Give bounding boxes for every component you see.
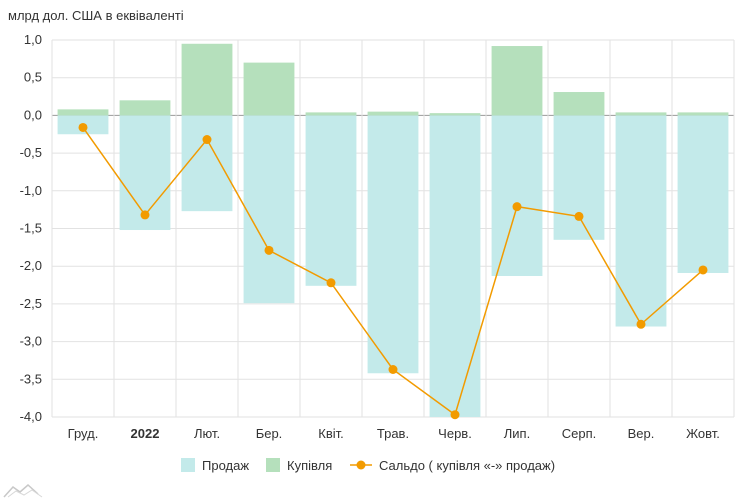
balance-point-8[interactable] xyxy=(574,211,584,221)
legend-item-0[interactable]: Продаж xyxy=(181,458,249,473)
y-tick-label: -2,5 xyxy=(20,296,42,311)
x-tick-label: Лют. xyxy=(194,426,220,441)
balance-point-5[interactable] xyxy=(388,364,398,374)
y-tick-label: -0,5 xyxy=(20,145,42,160)
legend-swatch xyxy=(266,458,280,472)
bars xyxy=(57,43,729,418)
balance-point-9[interactable] xyxy=(636,319,646,329)
bar-sale-3[interactable] xyxy=(243,115,295,304)
balance-point-3[interactable] xyxy=(264,245,274,255)
bar-purchase-2[interactable] xyxy=(181,43,233,116)
legend-swatch xyxy=(181,458,195,472)
bar-sale-6[interactable] xyxy=(429,115,481,418)
y-axis: 1,0 0,5 0,0 -0,5 -1,0 -1,5 -2,0 -2,5 -3,0 -3,5 -4,… xyxy=(20,32,42,424)
x-tick-label: Лип. xyxy=(504,426,530,441)
y-tick-label: -3,0 xyxy=(20,334,42,349)
y-tick-label: -1,0 xyxy=(20,183,42,198)
balance-point-4[interactable] xyxy=(326,278,336,288)
bar-sale-2[interactable] xyxy=(181,115,233,212)
x-axis: Груд. 2022 Лют. Бер. Квіт. Трав. Черв. Лип. Серп… xyxy=(68,426,720,441)
bar-purchase-4[interactable] xyxy=(305,112,357,116)
x-tick-label: Груд. xyxy=(68,426,99,441)
bar-purchase-5[interactable] xyxy=(367,111,419,116)
y-axis-unit-label: млрд дол. США в еквіваленті xyxy=(8,8,184,23)
x-tick-label: Квіт. xyxy=(318,426,344,441)
bar-sale-8[interactable] xyxy=(553,115,605,240)
legend-label: Продаж xyxy=(202,458,249,473)
y-tick-label: 1,0 xyxy=(24,32,42,47)
y-tick-label: -4,0 xyxy=(20,409,42,424)
x-tick-label: Трав. xyxy=(377,426,409,441)
bar-purchase-8[interactable] xyxy=(553,92,605,116)
balance-line xyxy=(78,122,708,420)
x-tick-label: Бер. xyxy=(256,426,283,441)
x-tick-label: Вер. xyxy=(628,426,655,441)
y-tick-label: -2,0 xyxy=(20,258,42,273)
bar-sale-4[interactable] xyxy=(305,115,357,286)
x-tick-label: Черв. xyxy=(438,426,472,441)
balance-point-6[interactable] xyxy=(450,410,460,420)
legend-label: Купівля xyxy=(287,458,332,473)
legend-label: Сальдо ( купівля «-» продаж) xyxy=(379,458,555,473)
y-tick-label: 0,0 xyxy=(24,107,42,122)
bar-purchase-0[interactable] xyxy=(57,109,109,116)
bar-sale-9[interactable] xyxy=(615,115,667,327)
bar-sale-10[interactable] xyxy=(677,115,729,273)
bar-purchase-9[interactable] xyxy=(615,112,667,116)
x-tick-label: Жовт. xyxy=(686,426,720,441)
balance-point-10[interactable] xyxy=(698,265,708,275)
y-tick-label: 0,5 xyxy=(24,70,42,85)
x-tick-label: Серп. xyxy=(562,426,597,441)
bar-purchase-1[interactable] xyxy=(119,100,171,116)
balance-point-0[interactable] xyxy=(78,122,88,132)
legend[interactable]: Продаж Купівля Сальдо ( купівля «-» продаж… xyxy=(181,458,555,473)
bar-purchase-3[interactable] xyxy=(243,62,295,116)
balance-point-2[interactable] xyxy=(202,135,212,145)
bar-purchase-6[interactable] xyxy=(429,113,481,116)
balance-point-7[interactable] xyxy=(512,202,522,212)
logo-icon xyxy=(3,483,43,498)
bar-sale-7[interactable] xyxy=(491,115,543,277)
x-tick-label: 2022 xyxy=(131,426,160,441)
y-tick-label: -3,5 xyxy=(20,371,42,386)
bar-sale-5[interactable] xyxy=(367,115,419,374)
bar-purchase-10[interactable] xyxy=(677,112,729,116)
y-tick-label: -1,5 xyxy=(20,221,42,236)
legend-marker xyxy=(356,460,366,470)
legend-item-1[interactable]: Купівля xyxy=(266,458,332,473)
legend-item-2[interactable]: Сальдо ( купівля «-» продаж) xyxy=(350,458,555,473)
balance-point-1[interactable] xyxy=(140,210,150,220)
bar-purchase-7[interactable] xyxy=(491,46,543,116)
